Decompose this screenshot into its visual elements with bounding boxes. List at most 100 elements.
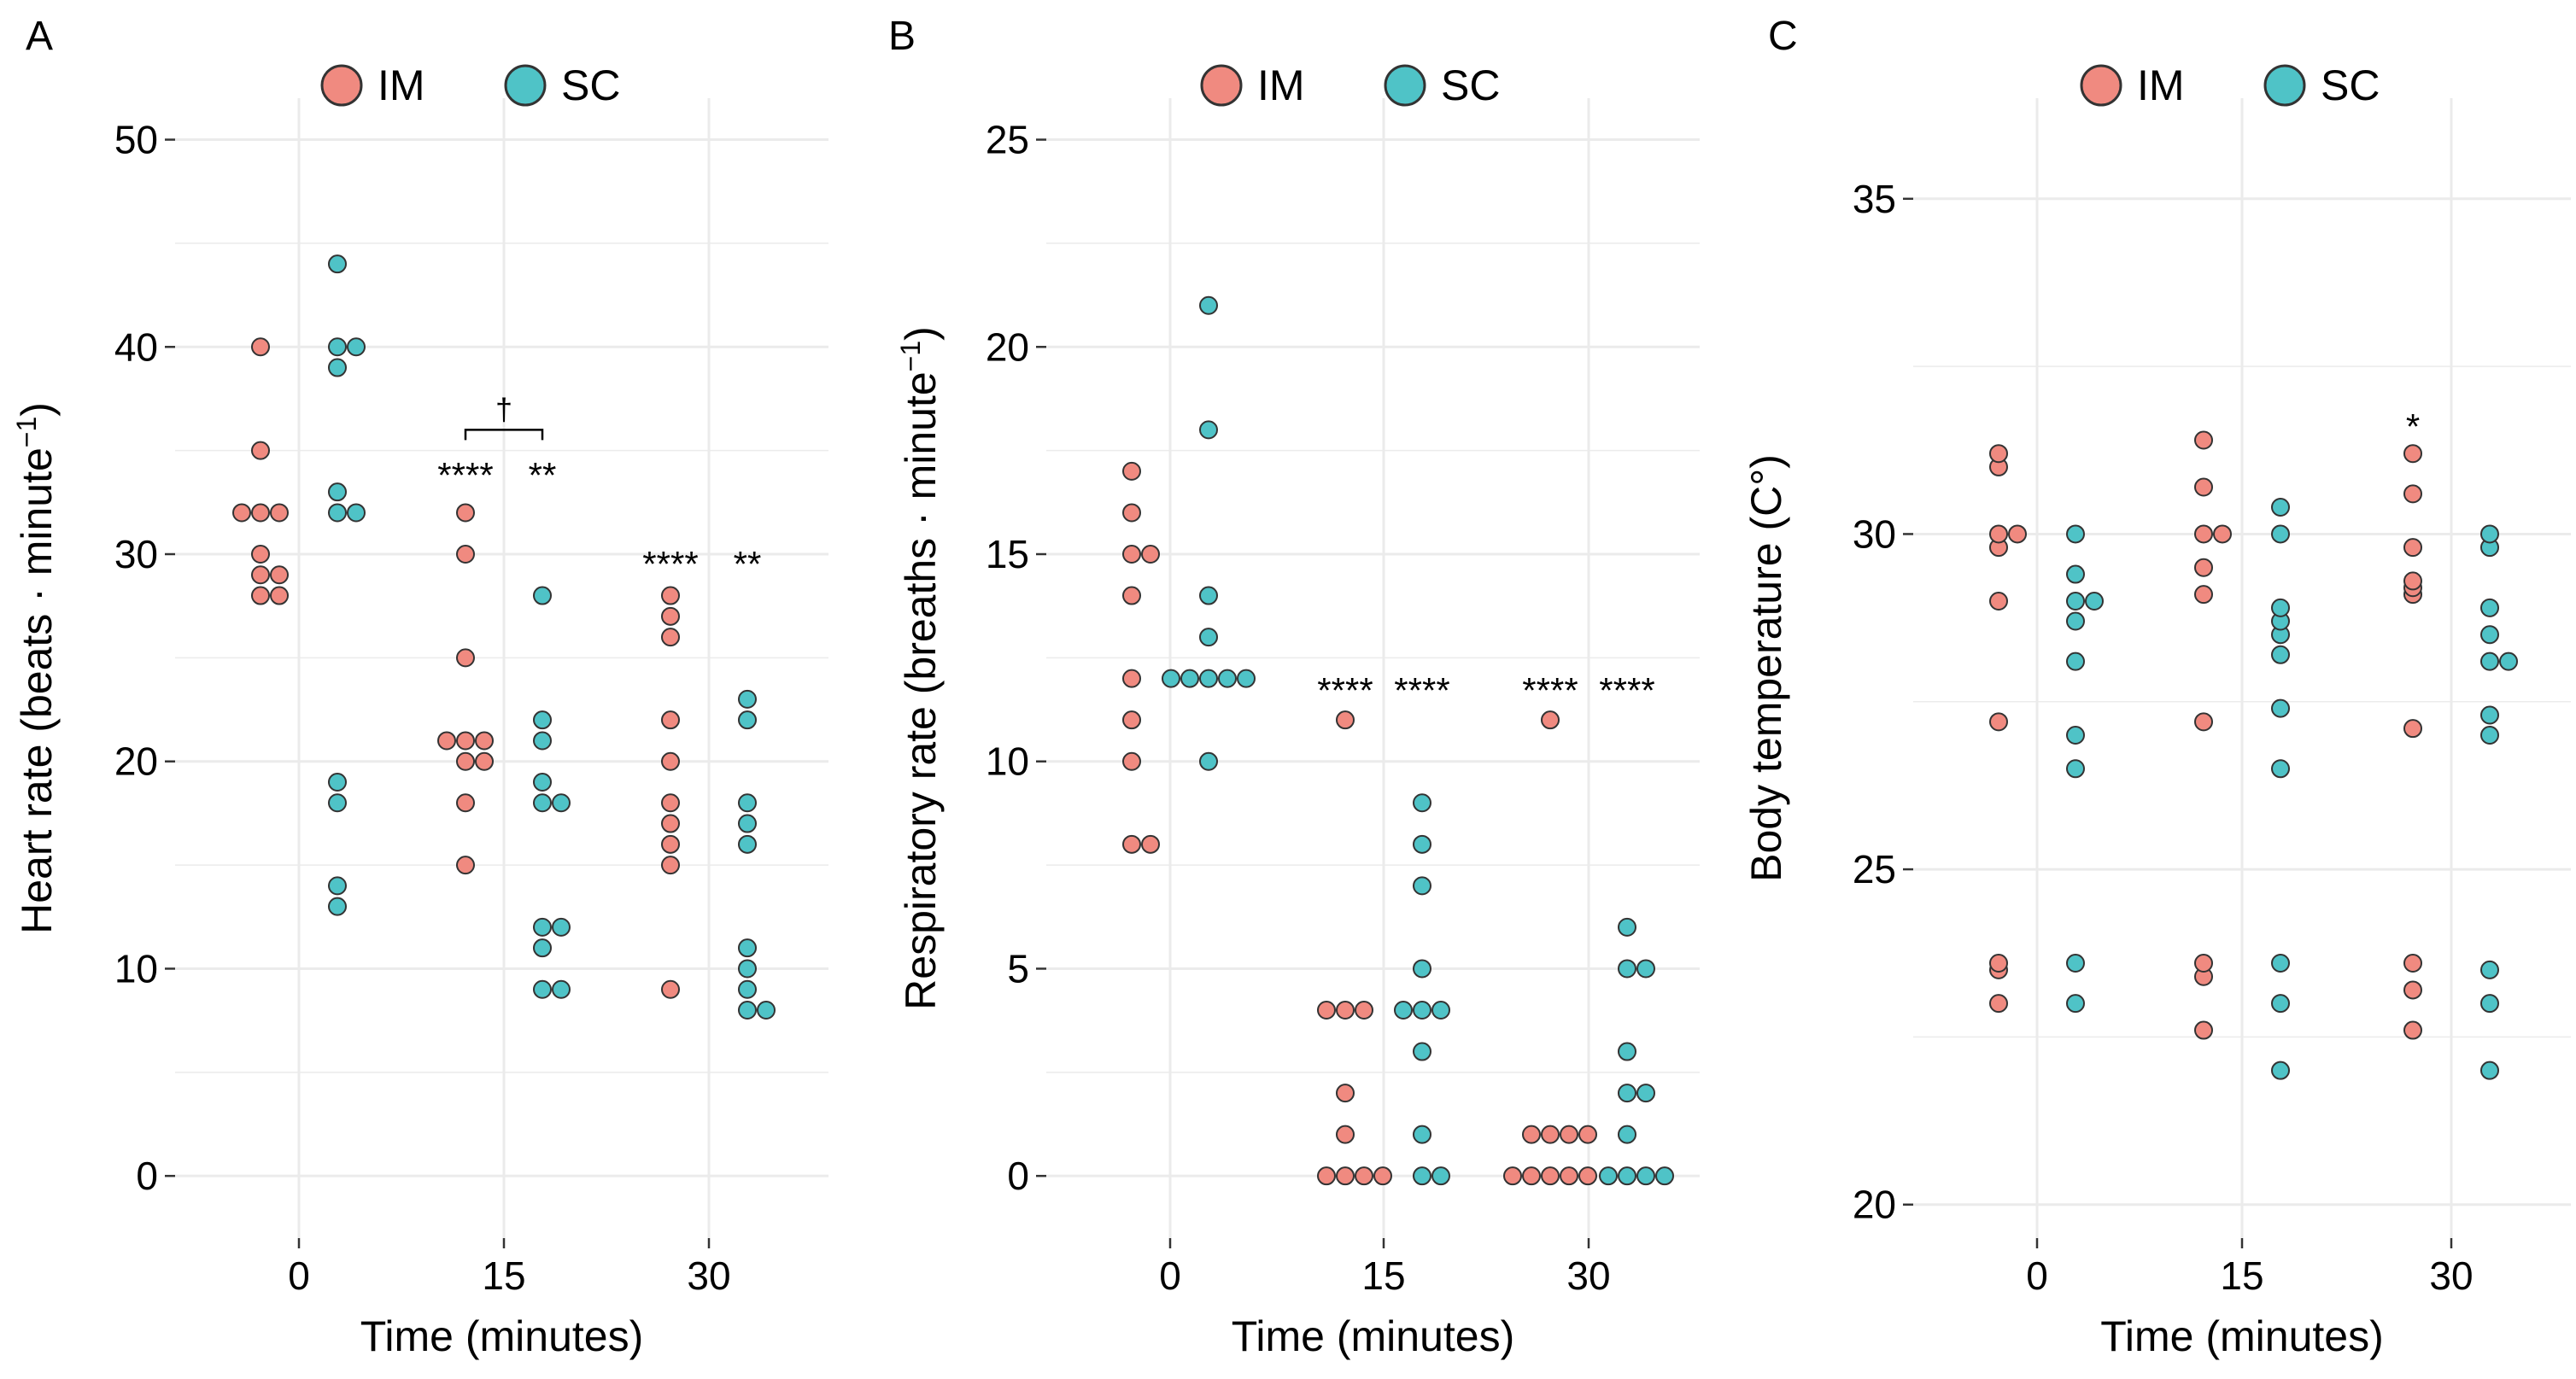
data-point-sc xyxy=(328,773,347,792)
data-point-sc xyxy=(328,337,347,357)
data-point-im xyxy=(1560,1125,1578,1144)
y-axis-title: Heart rate (beats · minute−1) xyxy=(11,402,61,934)
y-tick-label: 30 xyxy=(114,532,158,576)
x-tick-label: 30 xyxy=(687,1253,730,1298)
data-point-im xyxy=(1989,444,2008,464)
significance-label: * xyxy=(2406,406,2420,447)
data-point-im xyxy=(2194,954,2213,973)
data-point-im xyxy=(270,586,289,605)
series-im xyxy=(232,337,680,999)
data-point-im xyxy=(1578,1125,1597,1144)
data-point-sc xyxy=(1618,959,1636,979)
comparison-bracket xyxy=(464,429,544,441)
data-point-im xyxy=(1989,591,2008,611)
data-point-im xyxy=(2194,477,2213,497)
data-point-sc xyxy=(533,979,552,999)
data-point-sc xyxy=(328,482,347,502)
x-tick-label: 0 xyxy=(2026,1253,2048,1298)
data-point-sc xyxy=(1599,1166,1618,1186)
data-point-im xyxy=(1989,712,2008,732)
y-tick-label: 5 xyxy=(1007,946,1029,990)
significance-label: **** xyxy=(1599,670,1654,710)
legend-marker-sc xyxy=(504,64,547,107)
data-point-im xyxy=(661,628,680,647)
data-point-im xyxy=(2403,1020,2422,1040)
data-point-sc xyxy=(2480,652,2499,671)
data-point-im xyxy=(2403,571,2422,591)
legend: IM SC xyxy=(2080,61,2380,109)
significance-label: **** xyxy=(642,544,698,584)
data-point-sc xyxy=(2066,652,2085,671)
legend: IM SC xyxy=(1200,61,1500,109)
data-point-sc xyxy=(2480,960,2499,979)
data-point-sc xyxy=(2480,1061,2499,1080)
data-point-im xyxy=(456,503,475,523)
data-point-im xyxy=(251,337,270,357)
data-point-im xyxy=(456,648,475,668)
data-point-sc xyxy=(2066,591,2085,611)
data-point-im xyxy=(1541,1125,1560,1144)
data-point-im xyxy=(251,503,270,523)
data-point-sc xyxy=(328,876,347,896)
data-point-im xyxy=(1578,1166,1597,1186)
data-point-sc xyxy=(2480,726,2499,745)
data-point-sc xyxy=(533,938,552,958)
data-point-sc xyxy=(1618,1042,1636,1061)
data-point-im xyxy=(1122,834,1141,854)
legend: IM SC xyxy=(320,61,620,109)
data-point-im xyxy=(1355,1001,1373,1020)
significance-label: ** xyxy=(734,544,762,584)
significance-label: **** xyxy=(437,455,493,495)
data-point-im xyxy=(456,545,475,564)
y-axis-title: Body temperature (C°) xyxy=(1742,454,1790,882)
data-point-sc xyxy=(2271,954,2290,973)
data-point-sc xyxy=(1413,959,1431,979)
legend-marker-sc xyxy=(2263,64,2306,107)
data-point-sc xyxy=(1199,586,1218,605)
data-point-im xyxy=(437,731,456,751)
data-point-sc xyxy=(1655,1166,1674,1186)
series-im xyxy=(1122,461,1597,1186)
data-point-sc xyxy=(2271,524,2290,544)
x-tick-label: 30 xyxy=(2429,1253,2473,1298)
data-point-im xyxy=(1336,1001,1355,1020)
data-point-sc xyxy=(1636,1084,1655,1103)
data-point-sc xyxy=(1413,876,1431,896)
data-point-sc xyxy=(738,793,757,813)
data-point-im xyxy=(1989,994,2008,1014)
data-point-sc xyxy=(2066,611,2085,631)
data-point-sc xyxy=(2066,726,2085,745)
y-tick-label: 40 xyxy=(114,324,158,369)
data-point-sc xyxy=(2085,591,2104,611)
data-point-im xyxy=(232,503,251,523)
data-point-sc xyxy=(757,1001,776,1020)
data-point-im xyxy=(1373,1166,1392,1186)
data-point-im xyxy=(1122,503,1141,523)
data-point-im xyxy=(2194,585,2213,605)
y-tick-label: 0 xyxy=(1007,1154,1029,1198)
data-point-im xyxy=(1355,1166,1373,1186)
data-point-sc xyxy=(2499,652,2518,671)
data-point-im xyxy=(2403,980,2422,1000)
data-point-sc xyxy=(1199,628,1218,647)
data-point-sc xyxy=(2271,698,2290,718)
x-tick-label: 15 xyxy=(2220,1253,2263,1298)
data-point-im xyxy=(1336,1125,1355,1144)
data-point-im xyxy=(661,710,680,730)
data-point-sc xyxy=(738,1001,757,1020)
bracket-label: † xyxy=(495,391,512,426)
data-point-im xyxy=(1336,1166,1355,1186)
x-axis-title: Time (minutes) xyxy=(1232,1312,1515,1360)
data-point-im xyxy=(1336,710,1355,730)
data-point-im xyxy=(1336,1084,1355,1103)
data-point-sc xyxy=(2271,498,2290,517)
significance-label: ** xyxy=(529,455,557,495)
data-point-sc xyxy=(738,959,757,979)
x-tick-label: 15 xyxy=(482,1253,525,1298)
legend-label-im: IM xyxy=(378,61,425,109)
data-point-im xyxy=(1122,545,1141,564)
data-point-im xyxy=(475,731,494,751)
x-tick-label: 0 xyxy=(288,1253,310,1298)
data-point-sc xyxy=(1618,1125,1636,1144)
data-point-im xyxy=(1122,669,1141,688)
